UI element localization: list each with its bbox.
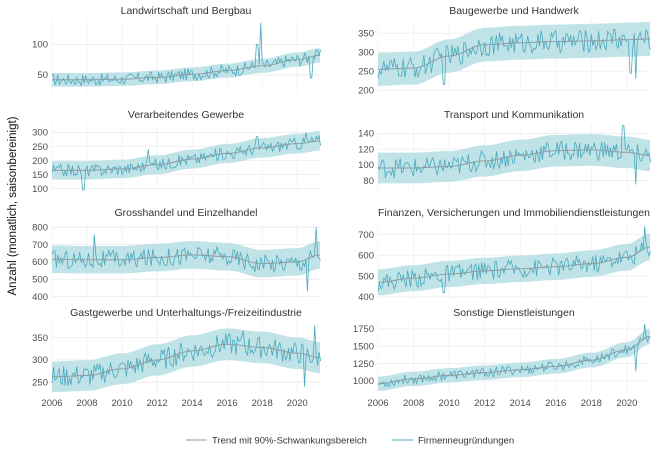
panel-title: Gastgewerbe und Unterhaltungs-/Freizeiti… xyxy=(70,307,302,319)
panel-title: Sonstige Dienstleistungen xyxy=(453,307,575,319)
y-tick-label: 400 xyxy=(358,292,374,303)
trend-line xyxy=(378,149,651,169)
confidence-band xyxy=(378,233,650,296)
y-tick-label: 300 xyxy=(32,355,48,366)
panel-title: Transport und Kommunikation xyxy=(444,109,584,121)
y-tick-label: 100 xyxy=(32,40,48,51)
y-tick-label: 200 xyxy=(358,85,374,96)
series-line xyxy=(377,28,651,85)
confidence-band xyxy=(52,131,320,180)
legend-trend-label: Trend mit 90%-Schwankungsbereich xyxy=(212,436,367,447)
trend-line xyxy=(51,254,321,265)
y-tick-label: 250 xyxy=(32,377,48,388)
panel-title: Grosshandel und Einzelhandel xyxy=(114,207,257,219)
panel-2: Baugewerbe und Handwerk 200 250 300 350 xyxy=(358,5,651,96)
y-tick-label: 600 xyxy=(358,251,374,262)
x-tick-label: 2014 xyxy=(510,398,531,409)
legend-series-label: Firmenneugründungen xyxy=(418,436,514,447)
panel-title: Landwirtschaft und Bergbau xyxy=(121,5,252,17)
y-tick-label: 700 xyxy=(358,230,374,241)
y-tick-label: 100 xyxy=(32,184,48,195)
panel-6: Finanzen, Versicherungen und Immobiliend… xyxy=(358,207,651,303)
panel-5: Grosshandel und Einzelhandel 400 500 600 700… xyxy=(32,207,321,303)
panel-8: Sonstige Dienstleistungen 1000 1250 1500 175… xyxy=(353,307,651,409)
legend: Trend mit 90%-Schwankungsbereich Firmenn… xyxy=(186,436,514,447)
y-tick-label: 120 xyxy=(358,144,374,155)
y-tick-label: 500 xyxy=(358,271,374,282)
y-tick-label: 300 xyxy=(358,48,374,59)
y-tick-label: 350 xyxy=(358,29,374,40)
panel-title: Baugewerbe und Handwerk xyxy=(449,5,579,17)
x-tick-label: 2008 xyxy=(76,398,97,409)
x-tick-label: 2010 xyxy=(439,398,460,409)
trend-line xyxy=(377,38,651,70)
x-tick-label: 2008 xyxy=(403,398,424,409)
panel-title: Finanzen, Versicherungen und Immobiliend… xyxy=(378,207,650,219)
trend-line xyxy=(52,54,321,81)
x-tick-label: 2014 xyxy=(182,398,203,409)
y-tick-label: 50 xyxy=(37,70,48,81)
y-tick-label: 200 xyxy=(32,156,48,167)
y-axis-label: Anzahl (monatlich, saisonbereinigt) xyxy=(7,116,19,295)
x-tick-label: 2016 xyxy=(545,398,566,409)
x-tick-label: 2016 xyxy=(217,398,238,409)
series-line xyxy=(51,325,321,387)
confidence-band xyxy=(52,48,320,87)
confidence-band xyxy=(378,134,650,184)
panel-1: Landwirtschaft und Bergbau 50 100 xyxy=(32,5,321,92)
y-tick-label: 350 xyxy=(32,333,48,344)
y-tick-label: 1000 xyxy=(353,376,374,387)
y-tick-label: 250 xyxy=(32,142,48,153)
y-tick-label: 400 xyxy=(32,292,48,303)
y-tick-label: 300 xyxy=(32,128,48,139)
x-tick-label: 2012 xyxy=(147,398,168,409)
confidence-band xyxy=(52,328,320,393)
y-tick-label: 700 xyxy=(32,240,48,251)
x-tick-label: 2018 xyxy=(581,398,602,409)
x-tick-label: 2010 xyxy=(111,398,132,409)
series-line xyxy=(51,23,321,87)
series-line xyxy=(377,226,651,294)
trend-line xyxy=(377,246,651,283)
trend-line xyxy=(52,140,321,171)
trend-line xyxy=(377,336,651,385)
panel-7: Gastgewerbe und Unterhaltungs-/Freizeiti… xyxy=(32,307,321,409)
y-tick-label: 1250 xyxy=(353,359,374,370)
y-tick-label: 600 xyxy=(32,257,48,268)
confidence-band xyxy=(378,21,650,86)
y-tick-label: 150 xyxy=(32,170,48,181)
panel-title: Verarbeitendes Gewerbe xyxy=(128,109,244,121)
y-tick-label: 1500 xyxy=(353,342,374,353)
y-tick-label: 100 xyxy=(358,160,374,171)
x-tick-label: 2020 xyxy=(616,398,637,409)
panel-3: Verarbeitendes Gewerbe 100 150 200 250 300 xyxy=(32,109,321,195)
x-tick-label: 2006 xyxy=(41,398,62,409)
x-tick-label: 2006 xyxy=(367,398,388,409)
y-tick-label: 140 xyxy=(358,129,374,140)
chart-panels: Landwirtschaft und Bergbau 50 100 Baugewerb… xyxy=(32,5,651,409)
series-line xyxy=(51,132,321,191)
trend-line xyxy=(51,343,321,378)
x-tick-label: 2012 xyxy=(474,398,495,409)
x-tick-label: 2020 xyxy=(287,398,308,409)
x-tick-label: 2018 xyxy=(252,398,273,409)
y-tick-label: 80 xyxy=(363,176,374,187)
panel-4: Transport und Kommunikation 80 100 120 140 xyxy=(358,109,651,190)
y-tick-label: 800 xyxy=(32,223,48,234)
y-tick-label: 1750 xyxy=(353,324,374,335)
y-tick-label: 500 xyxy=(32,275,48,286)
y-tick-label: 250 xyxy=(358,66,374,77)
